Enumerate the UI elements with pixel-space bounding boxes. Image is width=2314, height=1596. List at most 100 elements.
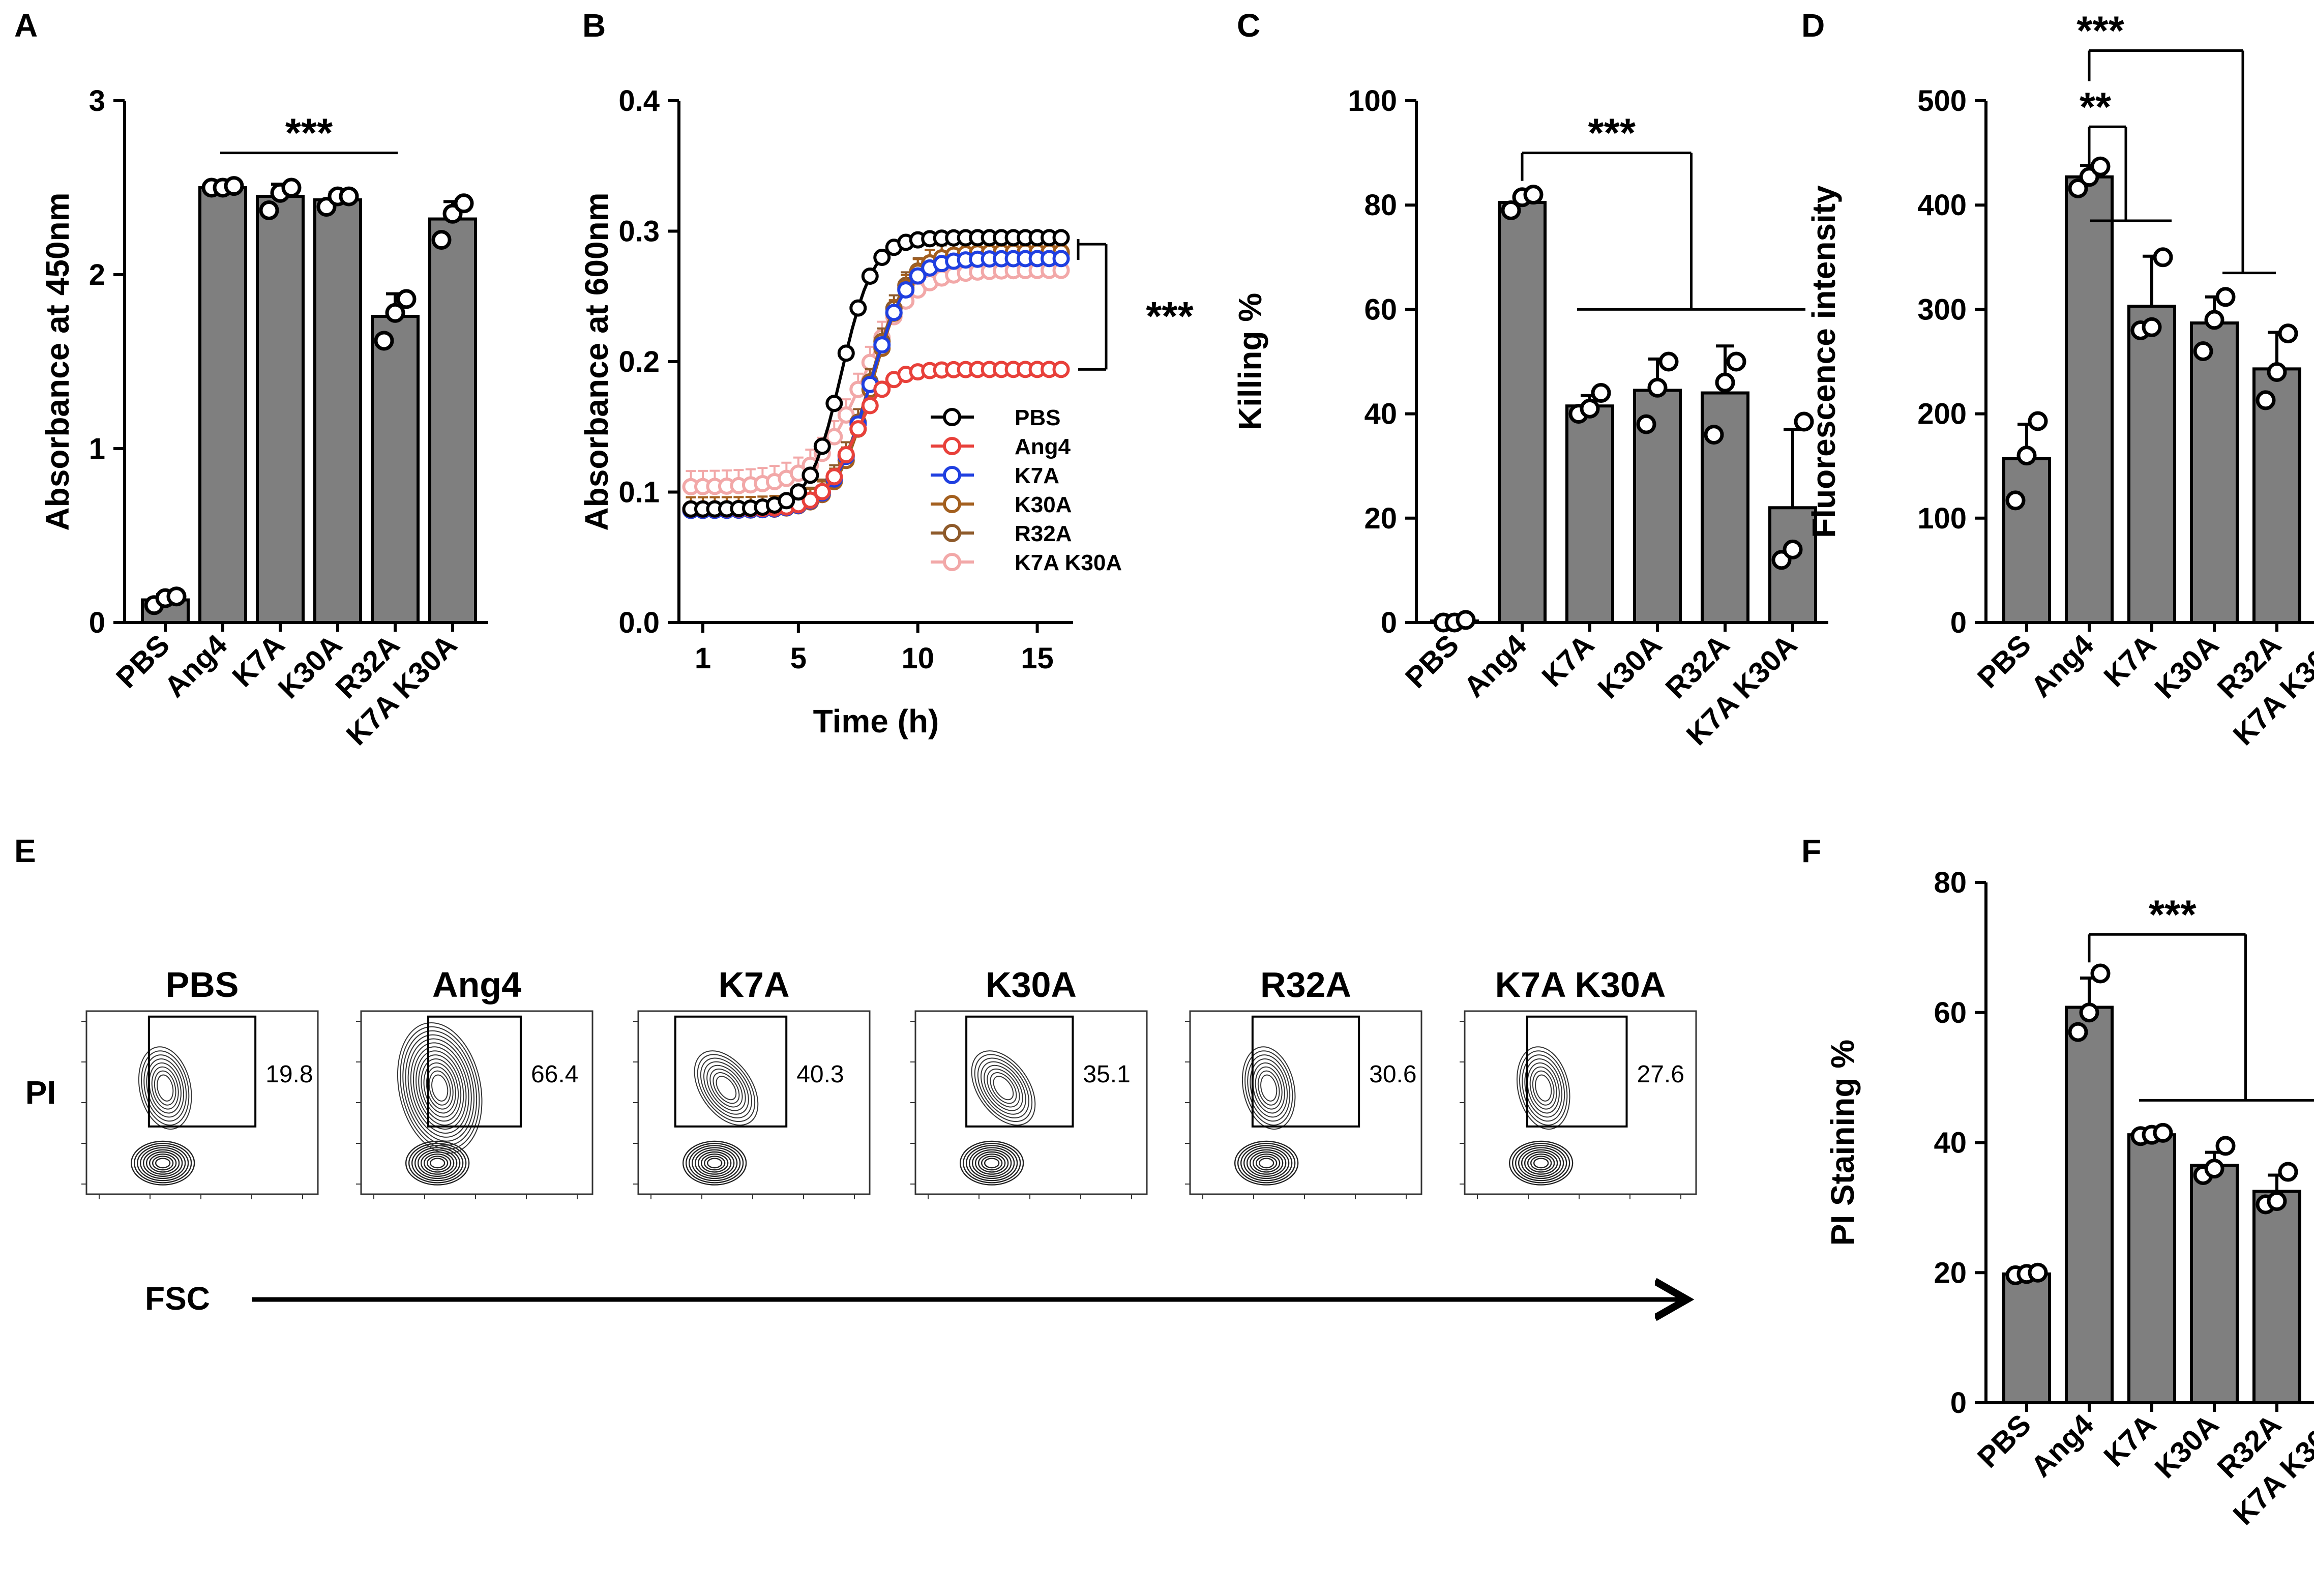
flow-gate-box (965, 1015, 1074, 1128)
flow-sample-title: K7A (718, 965, 789, 1004)
flow-contour-line (1515, 1145, 1567, 1181)
b-x-tick-label: 15 (1021, 642, 1054, 675)
flow-contour-line (1529, 1066, 1557, 1110)
flow-contour-line (682, 1140, 747, 1186)
panel-label-a: A (14, 7, 38, 44)
flow-contour-line (706, 1065, 746, 1111)
a-y-axis-title: Absorbance at 450nm (39, 192, 76, 530)
flow-contour-line (1527, 1153, 1555, 1173)
a-data-point (385, 303, 405, 323)
flow-plot-k7a-k30a: K7A K30A 27.6 (1460, 965, 1697, 1199)
flow-contour-line (423, 1062, 456, 1114)
d-category-label: K30A (2148, 628, 2225, 705)
a-data-point (281, 178, 302, 198)
d-y-tick-label: 200 (1917, 398, 1967, 431)
flow-gate-percentage: 66.4 (531, 1061, 578, 1088)
flow-contour-line (1508, 1140, 1574, 1186)
flow-contour-line (709, 1068, 743, 1108)
flow-contour-line (407, 1038, 472, 1138)
a-y-tick-label: 2 (89, 258, 105, 291)
flow-contour-line (139, 1147, 186, 1179)
flow-contour-line (429, 1158, 446, 1169)
b-legend-swatch-marker (943, 408, 961, 426)
flow-contour-line (697, 1151, 732, 1175)
d-data-point (2153, 247, 2173, 268)
f-data-point (2215, 1136, 2236, 1156)
f-bar (2190, 1164, 2239, 1405)
c-y-tick-label: 100 (1348, 84, 1397, 117)
d-data-point (2016, 446, 2037, 466)
flow-contour-line (410, 1042, 469, 1134)
flow-y-axis-label: PI (25, 1074, 56, 1111)
a-y-tick-label: 3 (89, 84, 105, 117)
c-y-tick-label: 40 (1364, 398, 1397, 431)
f-data-point (2267, 1191, 2287, 1211)
flow-contour-line (1511, 1142, 1570, 1184)
f-data-point (2079, 1002, 2099, 1023)
flow-gate-box (1251, 1015, 1360, 1128)
c-y-tick-label: 0 (1381, 606, 1397, 639)
flow-contour-line (1518, 1147, 1564, 1179)
flow-contour-line (688, 1145, 741, 1181)
flow-contour-line (990, 1072, 1017, 1104)
b-legend-label: Ang4 (1015, 434, 1071, 459)
f-y-tick-label: 0 (1950, 1386, 1967, 1420)
flow-gate-box (147, 1015, 257, 1128)
f-category-label: K30A (2148, 1408, 2225, 1485)
b-data-point (778, 492, 795, 510)
b-y-tick-label: 0.2 (618, 345, 660, 378)
b-data-point (825, 468, 843, 486)
flow-contour-line (426, 1156, 449, 1171)
flow-contour-line (149, 1062, 182, 1114)
c-category-label: K30A (1591, 628, 1668, 705)
flow-contour-line (980, 1061, 1026, 1115)
f-bar (2002, 1272, 2051, 1405)
panel-label-c: C (1237, 7, 1260, 44)
flow-plot-frame (1189, 1010, 1422, 1195)
b-legend-swatch-marker (943, 553, 961, 571)
d-y-tick-label: 500 (1917, 84, 1967, 117)
f-data-point (2204, 1159, 2224, 1179)
b-data-point (873, 336, 891, 354)
flow-contour-line (700, 1057, 752, 1118)
flow-contour-line (1237, 1142, 1296, 1184)
flow-contour-line (412, 1046, 467, 1130)
flow-gate-box (427, 1015, 522, 1128)
flow-contour-line (1535, 1074, 1552, 1102)
c-data-point (1501, 200, 1521, 220)
b-data-point (861, 268, 879, 285)
flow-contour-line (143, 1054, 187, 1122)
f-bar (2065, 1006, 2114, 1404)
f-data-point (2153, 1122, 2173, 1143)
a-data-point (259, 200, 279, 220)
flow-contour-line (716, 1076, 737, 1101)
f-category-label: PBS (1971, 1408, 2037, 1474)
b-data-point (802, 491, 819, 509)
f-data-point (2090, 963, 2111, 984)
b-significance-label: *** (1146, 293, 1194, 339)
c-data-point (1783, 539, 1803, 559)
b-data-point (873, 380, 891, 398)
flow-contour-line (157, 1074, 174, 1102)
d-data-point (2090, 156, 2111, 176)
c-data-point (1636, 414, 1656, 434)
flow-contour-line (1249, 1151, 1284, 1175)
a-significance-label: *** (285, 110, 333, 156)
c-data-point (1456, 610, 1476, 630)
f-y-tick-label: 40 (1934, 1127, 1967, 1160)
flow-sample-title: K7A K30A (1495, 965, 1666, 1004)
flow-contour-line (145, 1151, 180, 1175)
b-data-point (837, 344, 855, 362)
flow-gate-box (674, 1015, 788, 1128)
b-data-point (909, 267, 927, 285)
f-significance-label: *** (2149, 892, 2197, 937)
d-y-axis-title: Fluorescence intensity (1805, 185, 1842, 538)
flow-contour-line (700, 1153, 729, 1173)
c-category-label: PBS (1399, 628, 1465, 694)
a-y-tick-label: 1 (89, 432, 105, 465)
b-legend-swatch-marker (943, 524, 961, 542)
flow-contour-line (138, 1046, 192, 1130)
flow-plot-k30a: K30A 35.1 (910, 965, 1148, 1199)
flow-gate-percentage: 30.6 (1369, 1061, 1416, 1088)
a-category-label: Ang4 (158, 628, 233, 703)
